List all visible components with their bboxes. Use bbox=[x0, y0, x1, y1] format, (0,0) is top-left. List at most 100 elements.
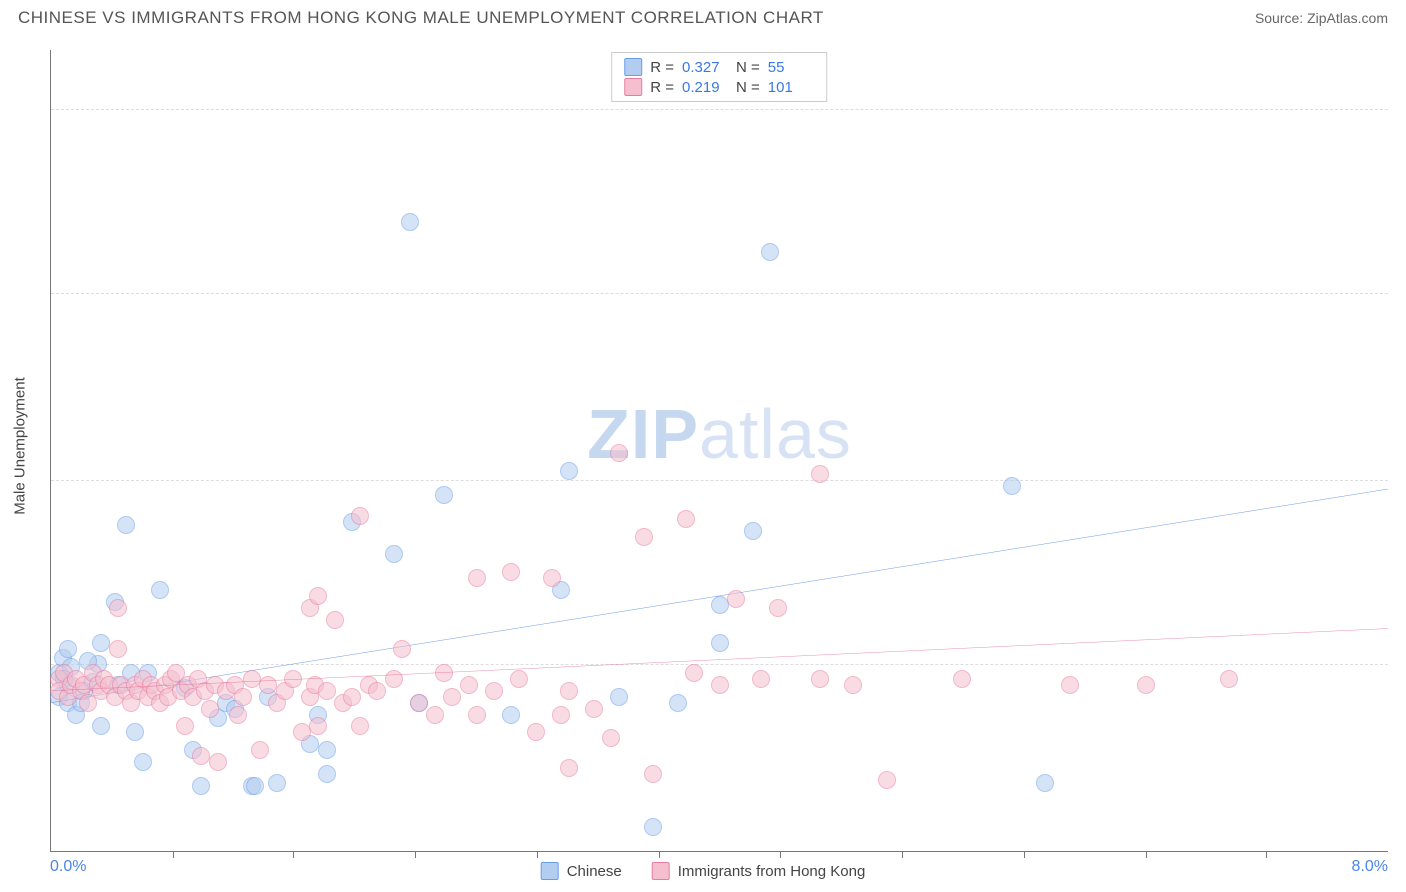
data-point bbox=[259, 676, 277, 694]
x-axis-min-label: 0.0% bbox=[50, 858, 86, 876]
data-point bbox=[435, 664, 453, 682]
source-link[interactable]: ZipAtlas.com bbox=[1307, 10, 1388, 26]
data-point bbox=[443, 688, 461, 706]
data-point bbox=[318, 765, 336, 783]
x-tick bbox=[1024, 851, 1025, 858]
data-point bbox=[485, 682, 503, 700]
data-point bbox=[176, 717, 194, 735]
data-point bbox=[502, 563, 520, 581]
y-tick-label: 12.5% bbox=[1394, 471, 1406, 489]
y-tick-label: 6.3% bbox=[1394, 655, 1406, 673]
data-point bbox=[201, 700, 219, 718]
data-point bbox=[761, 243, 779, 261]
data-point bbox=[284, 670, 302, 688]
data-point bbox=[711, 634, 729, 652]
data-point bbox=[844, 676, 862, 694]
data-point bbox=[393, 640, 411, 658]
watermark-atlas: atlas bbox=[699, 395, 852, 473]
x-tick bbox=[1146, 851, 1147, 858]
data-point bbox=[1220, 670, 1238, 688]
data-point bbox=[711, 596, 729, 614]
data-point bbox=[435, 486, 453, 504]
x-tick bbox=[415, 851, 416, 858]
data-point bbox=[59, 640, 77, 658]
data-point bbox=[209, 753, 227, 771]
data-point bbox=[351, 717, 369, 735]
data-point bbox=[268, 774, 286, 792]
data-point bbox=[711, 676, 729, 694]
data-point bbox=[543, 569, 561, 587]
chart-area: ZIPatlas 6.3%12.5%18.8%25.0% R =0.327N =… bbox=[50, 50, 1388, 852]
stats-n-label: N = bbox=[736, 79, 760, 96]
data-point bbox=[744, 522, 762, 540]
data-point bbox=[385, 670, 403, 688]
data-point bbox=[1036, 774, 1054, 792]
data-point bbox=[109, 640, 127, 658]
y-tick-label: 18.8% bbox=[1394, 284, 1406, 302]
data-point bbox=[669, 694, 687, 712]
data-point bbox=[560, 759, 578, 777]
bottom-legend: Chinese Immigrants from Hong Kong bbox=[541, 862, 866, 880]
stats-n-value: 55 bbox=[768, 59, 814, 76]
data-point bbox=[610, 688, 628, 706]
watermark: ZIPatlas bbox=[587, 394, 852, 474]
data-point bbox=[351, 507, 369, 525]
data-point bbox=[953, 670, 971, 688]
stats-legend: R =0.327N =55R =0.219N =101 bbox=[611, 52, 827, 102]
watermark-zip: ZIP bbox=[587, 395, 699, 473]
data-point bbox=[510, 670, 528, 688]
data-point bbox=[151, 581, 169, 599]
data-point bbox=[309, 717, 327, 735]
data-point bbox=[602, 729, 620, 747]
data-point bbox=[92, 717, 110, 735]
data-point bbox=[1061, 676, 1079, 694]
x-tick bbox=[293, 851, 294, 858]
data-point bbox=[293, 723, 311, 741]
data-point bbox=[243, 670, 261, 688]
plot-area: ZIPatlas 6.3%12.5%18.8%25.0% bbox=[50, 50, 1388, 852]
data-point bbox=[585, 700, 603, 718]
data-point bbox=[685, 664, 703, 682]
stats-r-label: R = bbox=[650, 59, 674, 76]
x-axis-max-label: 8.0% bbox=[1352, 858, 1388, 876]
data-point bbox=[677, 510, 695, 528]
data-point bbox=[878, 771, 896, 789]
legend-swatch bbox=[624, 78, 642, 96]
legend-label: Chinese bbox=[567, 863, 622, 880]
data-point bbox=[234, 688, 252, 706]
data-point bbox=[318, 682, 336, 700]
stats-row: R =0.327N =55 bbox=[624, 57, 814, 77]
data-point bbox=[610, 444, 628, 462]
data-point bbox=[560, 462, 578, 480]
data-point bbox=[1137, 676, 1155, 694]
x-tick bbox=[173, 851, 174, 858]
stats-r-label: R = bbox=[650, 79, 674, 96]
data-point bbox=[460, 676, 478, 694]
data-point bbox=[468, 706, 486, 724]
x-tick bbox=[780, 851, 781, 858]
stats-r-value: 0.219 bbox=[682, 79, 728, 96]
data-point bbox=[368, 682, 386, 700]
legend-label: Immigrants from Hong Kong bbox=[678, 863, 866, 880]
x-tick bbox=[537, 851, 538, 858]
data-point bbox=[309, 587, 327, 605]
data-point bbox=[117, 516, 135, 534]
data-point bbox=[468, 569, 486, 587]
data-point bbox=[318, 741, 336, 759]
x-tick bbox=[659, 851, 660, 858]
data-point bbox=[552, 706, 570, 724]
data-point bbox=[192, 777, 210, 795]
chart-source: Source: ZipAtlas.com bbox=[1255, 10, 1388, 26]
data-point bbox=[410, 694, 428, 712]
legend-swatch bbox=[652, 862, 670, 880]
trendline bbox=[51, 50, 1388, 851]
gridline bbox=[51, 109, 1388, 110]
data-point bbox=[246, 777, 264, 795]
stats-row: R =0.219N =101 bbox=[624, 77, 814, 97]
data-point bbox=[426, 706, 444, 724]
source-prefix: Source: bbox=[1255, 10, 1307, 26]
data-point bbox=[811, 670, 829, 688]
x-tick bbox=[902, 851, 903, 858]
legend-swatch bbox=[624, 58, 642, 76]
data-point bbox=[644, 765, 662, 783]
